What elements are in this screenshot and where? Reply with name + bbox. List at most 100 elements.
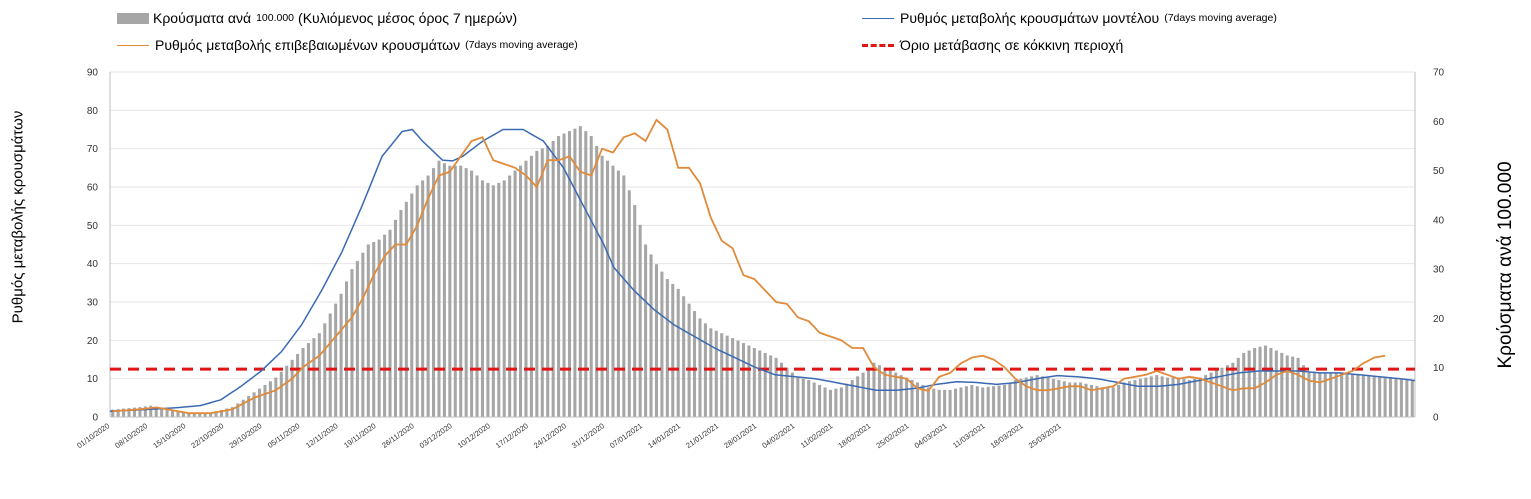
bar — [1253, 348, 1257, 417]
x-tick-label: 28/01/2021 — [722, 421, 758, 450]
bar — [258, 388, 262, 417]
bar — [241, 399, 245, 417]
x-tick-label: 22/10/2020 — [189, 421, 225, 450]
left-tick-label: 0 — [92, 413, 98, 424]
bar — [785, 367, 789, 417]
bar — [1323, 372, 1327, 417]
x-tick-label: 11/02/2021 — [799, 421, 834, 450]
bar — [524, 160, 528, 417]
bar — [486, 182, 490, 417]
bar — [535, 150, 539, 417]
model-line — [109, 128, 1416, 413]
bar — [1410, 380, 1414, 417]
bar — [801, 378, 805, 417]
bar — [986, 386, 990, 417]
bar — [383, 234, 387, 417]
bar — [328, 313, 332, 417]
right-tick-label: 0 — [1433, 413, 1439, 424]
left-tick-label: 80 — [87, 106, 99, 117]
bars — [111, 126, 1414, 418]
bar — [818, 384, 822, 417]
bar — [589, 136, 593, 418]
bar — [519, 165, 523, 417]
bar — [1312, 372, 1316, 417]
bar — [111, 409, 115, 417]
bar — [731, 338, 735, 417]
x-tick-label: 25/02/2021 — [875, 421, 911, 450]
x-tick-label: 24/12/2020 — [532, 421, 568, 450]
x-tick-label: 14/01/2021 — [646, 421, 682, 450]
bar — [557, 136, 561, 418]
bar — [214, 411, 218, 417]
bar — [714, 330, 718, 417]
bar — [1100, 387, 1104, 417]
bar — [1117, 384, 1121, 417]
bar — [1106, 387, 1110, 417]
bar — [1013, 380, 1017, 417]
bar — [209, 412, 213, 417]
bar — [812, 382, 816, 417]
bar — [285, 365, 289, 417]
bar — [1176, 377, 1180, 417]
legend-threshold-label: Όριο μετάβασης σε κόκκινη περιοχή — [900, 37, 1124, 53]
bar — [1084, 383, 1088, 417]
bar — [372, 242, 376, 417]
bar — [943, 389, 947, 417]
bar — [1263, 345, 1267, 417]
bar — [616, 170, 620, 417]
left-tick-label: 30 — [87, 298, 99, 309]
bar — [964, 386, 968, 417]
bar — [660, 271, 664, 417]
bar — [595, 145, 599, 417]
bar — [176, 411, 180, 417]
bar — [1302, 365, 1306, 417]
bar — [1149, 376, 1153, 417]
bar — [1089, 384, 1093, 417]
x-tick-label: 15/10/2020 — [151, 421, 187, 450]
bar — [165, 409, 169, 417]
bar — [529, 155, 533, 418]
bar — [1128, 381, 1132, 417]
bar — [926, 387, 930, 417]
bar — [638, 224, 642, 417]
legend-bars-small: 100.000 — [256, 12, 295, 24]
x-tick-label: 21/01/2021 — [684, 421, 720, 450]
bar — [1280, 352, 1284, 417]
bar — [508, 175, 512, 417]
bar — [502, 180, 506, 417]
legend-confirmed-small: (7days moving average) — [465, 39, 578, 51]
bar — [747, 345, 751, 417]
bar — [573, 128, 577, 417]
legend-confirmed: Ρυθμός μεταβολής επιβεβαιωμένων κρουσμάτ… — [117, 37, 578, 53]
left-tick-label: 60 — [87, 183, 99, 194]
axes — [109, 72, 1416, 418]
x-tick-label: 18/02/2021 — [836, 421, 872, 450]
bar — [355, 260, 359, 417]
bar — [317, 333, 321, 417]
bar — [1236, 357, 1240, 417]
bar — [954, 388, 958, 417]
bar — [627, 190, 631, 417]
bar — [1405, 379, 1409, 417]
x-tick-label: 01/10/2020 — [75, 421, 111, 450]
bar — [268, 381, 272, 417]
bar — [219, 409, 223, 417]
bar — [1247, 350, 1251, 417]
bar — [138, 407, 142, 417]
bar — [823, 387, 827, 417]
right-tick-label: 70 — [1433, 68, 1445, 79]
bar — [997, 385, 1001, 417]
left-tick-label: 50 — [87, 221, 99, 232]
bar — [437, 160, 441, 417]
bar — [377, 239, 381, 417]
bar — [1068, 382, 1072, 417]
bar — [350, 269, 354, 417]
bar — [393, 219, 397, 417]
left-tick-label: 70 — [87, 144, 99, 155]
legend-confirmed-label: Ρυθμός μεταβολής επιβεβαιωμένων κρουσμάτ… — [155, 37, 461, 53]
bar — [1122, 382, 1126, 417]
bar — [203, 412, 207, 417]
lines — [109, 118, 1416, 415]
bar — [1041, 376, 1045, 417]
